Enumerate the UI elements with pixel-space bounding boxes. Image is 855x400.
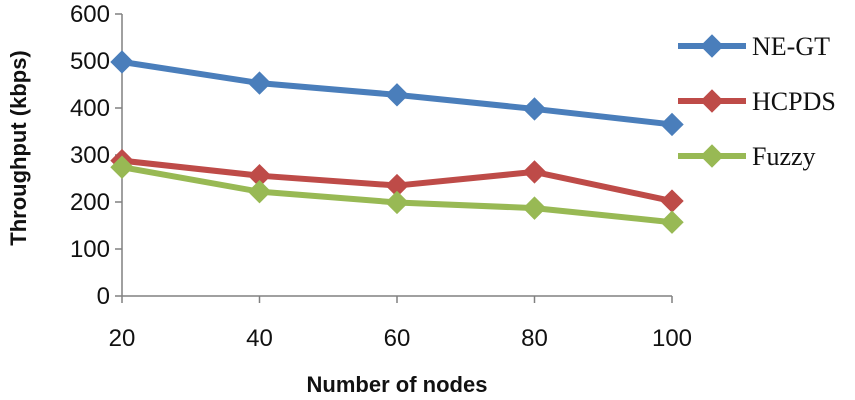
data-point (522, 97, 547, 121)
data-point (247, 71, 272, 95)
x-tick-label: 20 (109, 325, 136, 352)
axes: 0 100 200 300 400 500 600 20 40 60 80 100 (70, 1, 692, 352)
legend-marker (700, 34, 724, 58)
y-tick-label: 500 (70, 48, 110, 75)
x-tick-label: 60 (384, 325, 411, 352)
data-point (385, 190, 409, 215)
series-fuzzy (110, 155, 684, 234)
y-tick-label: 600 (70, 1, 110, 28)
x-tick-label: 80 (521, 325, 548, 352)
y-tick-label: 0 (97, 283, 110, 310)
data-point (660, 189, 684, 213)
data-point (522, 196, 547, 220)
legend-label: HCPDS (752, 87, 836, 116)
series-layer (110, 50, 684, 234)
legend-label: NE-GT (752, 32, 830, 61)
y-tick-label: 200 (70, 189, 110, 216)
legend: NE-GT HCPDS Fuzzy (678, 32, 836, 171)
data-point (110, 155, 134, 179)
data-point (522, 160, 547, 184)
y-tick-label: 400 (70, 95, 110, 122)
y-axis-title: Throughput (kbps) (6, 50, 31, 246)
series-ne-gt (110, 50, 684, 137)
x-tick-label: 100 (652, 325, 692, 352)
data-point (110, 50, 134, 74)
data-point (660, 112, 684, 137)
legend-marker (700, 144, 724, 168)
legend-item: NE-GT (678, 32, 830, 61)
legend-marker (700, 89, 724, 113)
x-axis-title: Number of nodes (307, 372, 488, 397)
y-tick-label: 100 (70, 236, 110, 263)
x-tick-label: 40 (246, 325, 273, 352)
data-point (247, 179, 272, 204)
legend-item: Fuzzy (678, 142, 816, 171)
y-tick-label: 300 (70, 142, 110, 169)
data-point (385, 83, 409, 107)
legend-label: Fuzzy (752, 142, 816, 171)
legend-item: HCPDS (678, 87, 836, 116)
data-point (660, 210, 684, 234)
